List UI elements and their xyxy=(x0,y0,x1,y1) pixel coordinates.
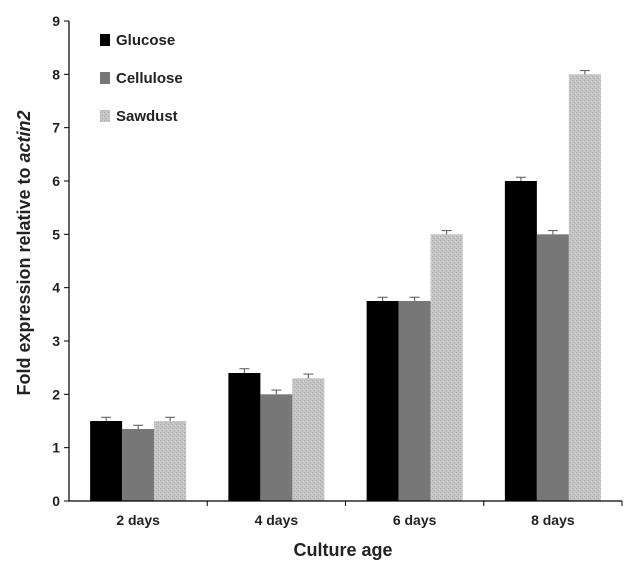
legend-label: Cellulose xyxy=(116,70,183,87)
x-tick-label: 4 days xyxy=(255,512,299,528)
y-axis-title: Fold expression relative to actin2 xyxy=(14,110,34,395)
y-axis-title-text: Fold expression relative to xyxy=(14,162,34,395)
legend-label: Sawdust xyxy=(116,108,178,125)
bar xyxy=(504,181,537,501)
bar xyxy=(430,234,463,502)
x-tick-label: 2 days xyxy=(116,512,160,528)
bar xyxy=(260,394,293,501)
legend-swatch xyxy=(100,110,110,122)
plot-area: 0 1 2 3 4 5 6 7 8 9 2 days 4 days 6 days 8 days xyxy=(52,13,623,528)
bar xyxy=(90,421,123,501)
y-tick-label: 9 xyxy=(52,13,60,29)
y-tick-label: 6 xyxy=(52,173,60,189)
bar xyxy=(154,421,187,501)
bar xyxy=(292,378,325,501)
x-tick-label: 8 days xyxy=(531,512,575,528)
y-tick-label: 5 xyxy=(52,226,60,242)
y-tick-label: 8 xyxy=(52,66,60,82)
y-tick-label: 7 xyxy=(52,120,60,136)
legend: Glucose Cellulose Sawdust xyxy=(100,32,183,125)
bar xyxy=(398,301,431,501)
legend-label: Glucose xyxy=(116,32,175,49)
y-tick-label: 4 xyxy=(52,280,60,296)
y-tick-label: 3 xyxy=(52,333,60,349)
bar xyxy=(122,429,155,501)
legend-swatch xyxy=(100,72,110,84)
y-tick-label: 2 xyxy=(52,386,60,402)
x-tick-label: 6 days xyxy=(393,512,437,528)
y-tick-label: 0 xyxy=(52,493,60,509)
bar xyxy=(568,74,601,501)
y-axis-title-italic: actin2 xyxy=(14,110,34,162)
bar xyxy=(366,301,399,501)
bar xyxy=(536,234,569,502)
legend-swatch xyxy=(100,34,110,46)
y-tick-label: 1 xyxy=(52,440,60,456)
x-axis-title: Culture age xyxy=(293,540,392,560)
bar xyxy=(228,373,261,501)
